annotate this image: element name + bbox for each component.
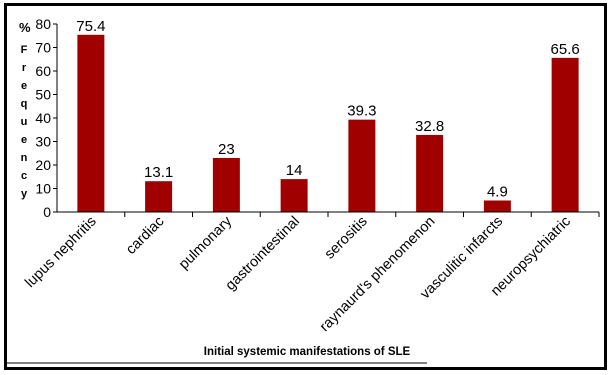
x-axis-categories: lupus nephritis cardiac pulmonarygastroint… [22,212,600,336]
data-label: 23 [218,141,235,158]
y-axis-unit: % [19,20,31,35]
y-tick-label: 50 [35,87,51,103]
category-label: pulmonary [176,213,236,273]
y-axis-label-letter: y [21,188,28,200]
y-tick-label: 20 [35,157,51,173]
data-labels: 75.4 13.1 23 14 39.3 32.8 4.9 65.6 [76,18,579,201]
y-axis-label-letter: r [22,62,27,74]
data-label: 4.9 [487,183,508,200]
bar [348,119,376,212]
data-label: 32.8 [415,118,444,135]
category-label: lupus nephritis [22,214,99,291]
y-axis-label-letter: n [21,152,28,164]
y-tick-label: 70 [35,40,51,56]
data-label: 39.3 [347,103,376,120]
category-label: cardiac [123,214,167,258]
data-label: 14 [286,162,303,179]
data-label: 65.6 [551,41,580,58]
bar [77,34,105,212]
category-label: raynaurd's phenomenon [317,214,439,336]
category-label: gastrointestinal [223,214,303,294]
y-axis-label-letter: e [21,134,27,146]
y-tick-label: 10 [35,181,51,197]
x-axis-title: Initial systemic manifestations of SLE [204,346,411,358]
category-label: serositis [322,214,371,263]
y-tick-label: 60 [35,63,51,79]
y-axis-label-letter: u [21,116,28,128]
bar [280,179,308,212]
bars [77,34,579,213]
data-label: 75.4 [76,18,105,35]
y-tick-label: 0 [43,204,51,220]
bar [416,134,444,212]
bar [145,181,173,212]
bar [551,57,579,213]
y-axis-label-letter: e [21,80,27,92]
y-axis-label-letter: F [21,44,28,56]
data-label: 13.1 [144,164,173,181]
y-axis-label-letter: c [21,170,27,182]
y-axis-label-letter: q [21,98,28,110]
y-tick-label: 40 [35,110,51,126]
bar [212,157,240,212]
y-tick-label: 80 [35,16,51,32]
bar [483,200,511,212]
y-axis: 0 10 20 30 40 50 60 70 80 [35,16,57,220]
y-tick-label: 30 [35,134,51,150]
